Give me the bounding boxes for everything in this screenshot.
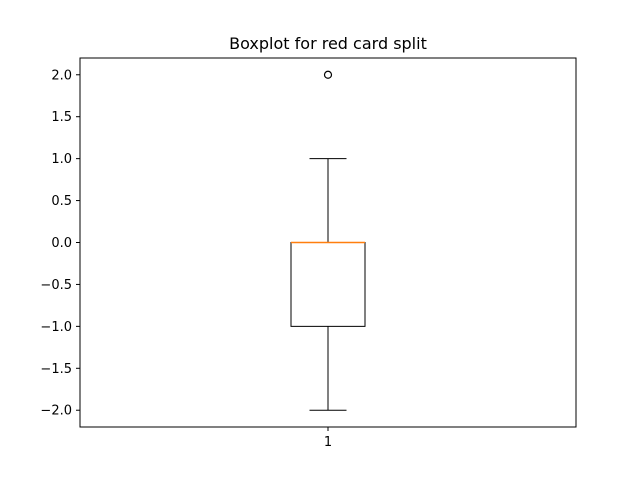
x-tick-label: 1 xyxy=(324,435,332,450)
y-tick-label: −0.5 xyxy=(40,278,72,293)
outlier-point xyxy=(323,70,333,79)
y-tick-label: −1.0 xyxy=(40,320,72,335)
axes: −2.0 −1.5 −1.0 −0.5 0.0 0.5 1.0 1.5 2.0 1 xyxy=(40,57,577,450)
y-tick-label: 1.0 xyxy=(51,152,72,167)
box-group xyxy=(290,70,366,411)
y-tick-label: 0.0 xyxy=(51,236,72,251)
y-tick-label: 0.5 xyxy=(51,194,72,209)
chart-title: Boxplot for red card split xyxy=(229,34,427,53)
y-tick-label: 1.5 xyxy=(51,110,72,125)
y-tick-label: −1.5 xyxy=(40,362,72,377)
y-tick-label: −2.0 xyxy=(40,404,72,419)
y-tick-label: 2.0 xyxy=(51,68,72,83)
box-body xyxy=(290,242,366,327)
